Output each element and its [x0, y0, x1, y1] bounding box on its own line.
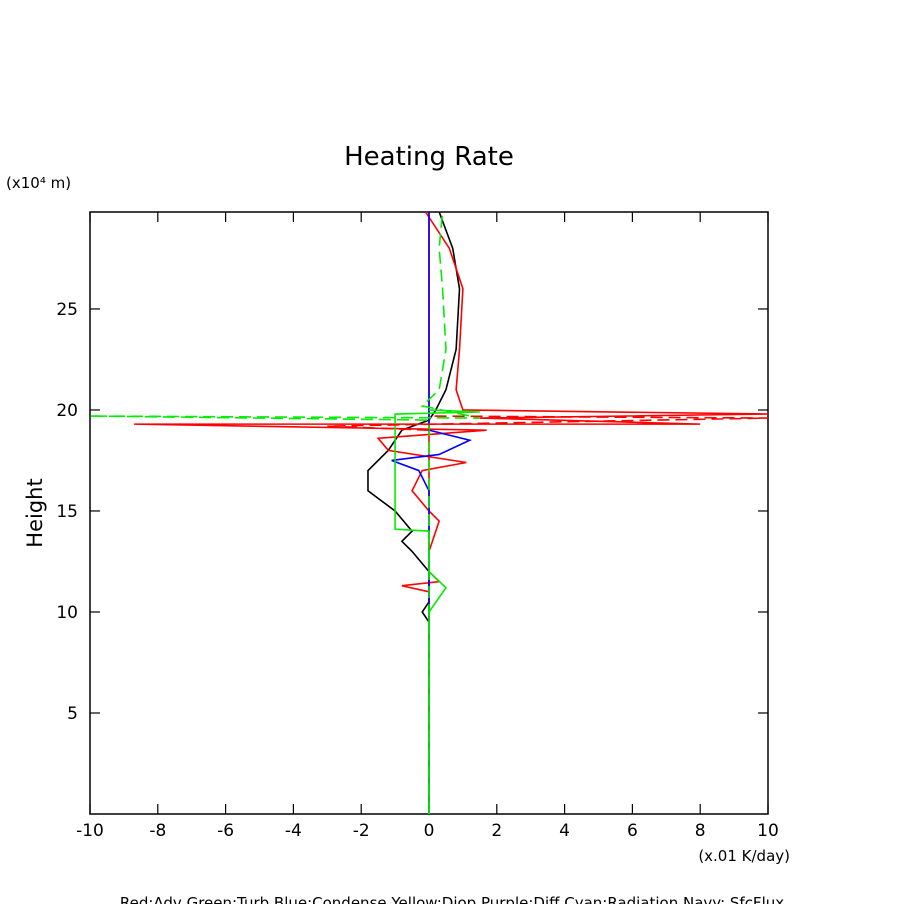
x-tick-label: 8 — [695, 821, 706, 841]
x-tick-label: -10 — [76, 821, 104, 841]
chart-title: Heating Rate — [344, 142, 514, 172]
y-tick-label: 10 — [56, 603, 78, 623]
x-tick-label: 6 — [627, 821, 638, 841]
y-tick-label: 20 — [56, 401, 78, 421]
y-unit: (x10⁴ m) — [6, 174, 71, 192]
y-tick-label: 25 — [56, 300, 78, 320]
profile-line — [367, 211, 461, 814]
x-tick-label: -2 — [353, 821, 370, 841]
profile-line — [391, 212, 473, 814]
x-tick-label: 10 — [757, 821, 779, 841]
legend-note: Red:Adv Green:Turb Blue:Condense Yellow:… — [120, 894, 784, 904]
profile-line — [327, 415, 769, 431]
x-unit: (x.01 K/day) — [698, 847, 790, 865]
x-tick-label: -4 — [285, 821, 302, 841]
y-tick-label: 5 — [67, 704, 78, 724]
y-axis-label: Height — [23, 478, 47, 547]
x-tick-label: 2 — [491, 821, 502, 841]
x-tick-label: -8 — [149, 821, 166, 841]
profile-line — [134, 211, 769, 734]
profile-line — [394, 409, 480, 814]
x-tick-label: 0 — [424, 821, 435, 841]
x-tick-label: 4 — [559, 821, 570, 841]
x-tick-label: -6 — [217, 821, 234, 841]
profile-line — [89, 211, 481, 814]
y-tick-label: 15 — [56, 502, 78, 522]
